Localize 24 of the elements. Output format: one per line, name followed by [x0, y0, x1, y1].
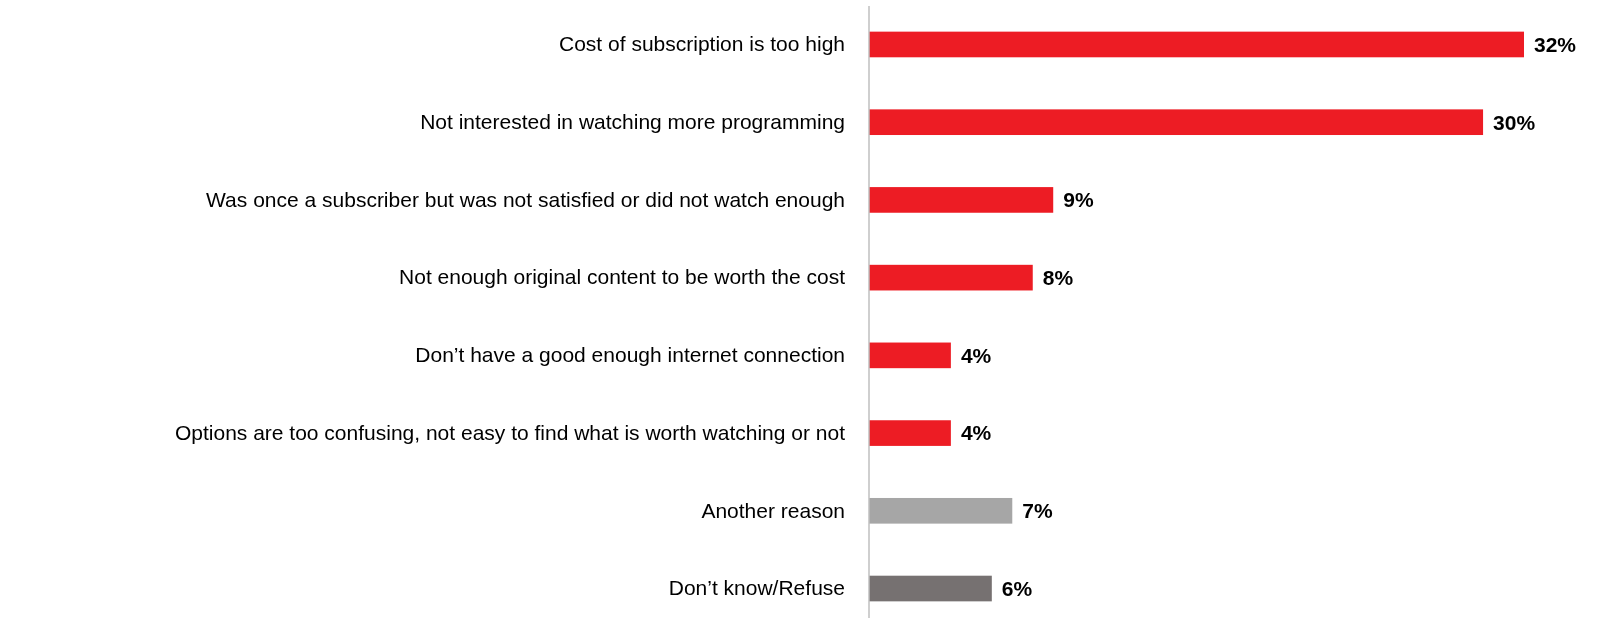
y-tick-label: Another reason	[701, 498, 845, 522]
y-tick-label: Not interested in watching more programming	[420, 109, 845, 133]
bar	[869, 264, 1033, 291]
bar	[869, 342, 951, 369]
data-label: 6%	[1001, 576, 1033, 600]
y-tick-label: Don’t know/Refuse	[668, 576, 845, 600]
bar	[869, 187, 1054, 213]
data-label: 32%	[1534, 32, 1577, 56]
y-tick-label: Don’t have a good enough internet connection	[415, 343, 845, 367]
bar	[869, 420, 951, 446]
y-tick-label: Options are too confusing, not easy to find what is worth watching or not	[174, 420, 846, 444]
data-label: 4%	[960, 421, 992, 445]
y-tick-label: Was once a subscriber but was not satisfied or did not watch enough	[206, 187, 845, 211]
y-tick-label: Cost of subscription is too high	[559, 32, 845, 56]
bar	[869, 497, 1013, 524]
y-tick-label: Not enough original content to be worth the cost	[399, 265, 846, 289]
bar	[869, 109, 1484, 136]
bar	[869, 575, 992, 602]
data-label: 4%	[960, 343, 992, 367]
bar	[869, 31, 1524, 58]
data-label: 9%	[1063, 188, 1094, 212]
data-label: 8%	[1042, 265, 1074, 289]
data-label: 30%	[1493, 110, 1536, 134]
data-label: 7%	[1022, 499, 1053, 523]
